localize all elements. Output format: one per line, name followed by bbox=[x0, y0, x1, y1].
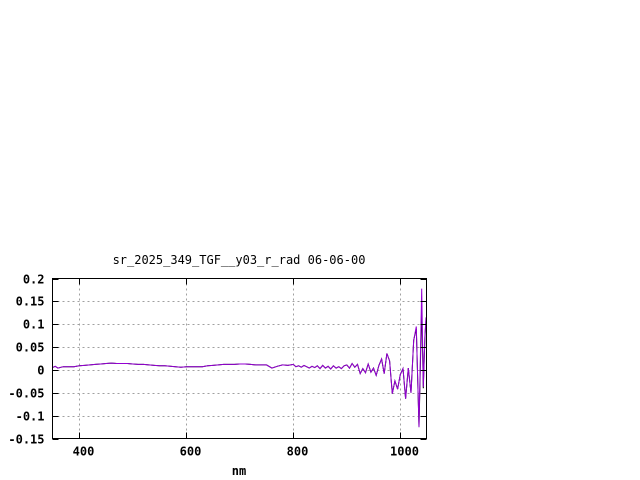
chart-title: sr_2025_349_TGF__y03_r_rad 06-06-00 bbox=[113, 253, 366, 267]
x-axis-label: nm bbox=[232, 464, 246, 478]
y-tick-label: 0.05 bbox=[16, 341, 45, 355]
y-tick-label: 0.2 bbox=[23, 273, 45, 287]
grid bbox=[52, 278, 427, 439]
plot-frame bbox=[52, 278, 427, 439]
y-tick-label: -0.15 bbox=[8, 433, 44, 447]
y-tick-label: 0.15 bbox=[16, 295, 45, 309]
y-axis: 0.2 0.15 0.1 0.05 0 -0.05 -0.1 -0.15 bbox=[8, 273, 427, 447]
x-tick-label: 1000 bbox=[390, 445, 419, 459]
x-tick-label: 800 bbox=[287, 445, 309, 459]
series-group bbox=[52, 288, 427, 428]
y-tick-label: -0.1 bbox=[16, 410, 45, 424]
x-tick-label: 400 bbox=[73, 445, 95, 459]
y-tick-label: 0.1 bbox=[23, 318, 45, 332]
series-line-2 bbox=[52, 288, 427, 428]
x-axis: 400 600 800 1000 bbox=[73, 278, 419, 459]
x-tick-label: 600 bbox=[180, 445, 202, 459]
y-tick-label: 0 bbox=[37, 364, 44, 378]
y-tick-label: -0.05 bbox=[8, 387, 44, 401]
